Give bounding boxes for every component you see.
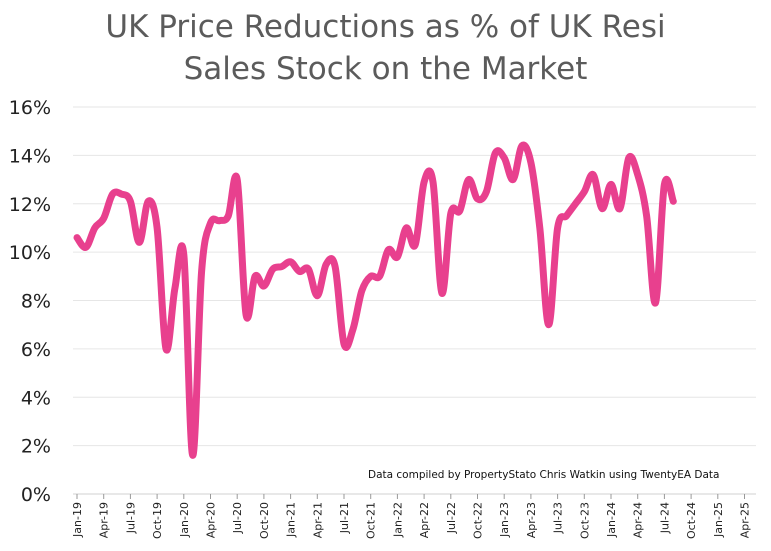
chart-title-line-1: UK Price Reductions as % of UK Resi bbox=[105, 9, 666, 45]
x-tick-label: Oct-22 bbox=[472, 502, 485, 539]
x-tick-label: Jan-19 bbox=[71, 502, 84, 538]
y-tick-label: 12% bbox=[9, 194, 51, 216]
x-tick-label: Apr-20 bbox=[205, 502, 218, 538]
x-tick-label: Oct-19 bbox=[151, 502, 164, 539]
x-tick-label: Apr-22 bbox=[418, 502, 431, 538]
x-tick-label: Jan-20 bbox=[178, 502, 191, 538]
x-tick-label: Jan-23 bbox=[498, 502, 511, 538]
chart-title: UK Price Reductions as % of UK Resi Sale… bbox=[0, 6, 771, 90]
x-tick-label: Oct-20 bbox=[258, 502, 271, 539]
y-tick-label: 16% bbox=[9, 97, 51, 119]
x-tick-label: Jan-22 bbox=[391, 502, 404, 538]
x-tick-label: Oct-23 bbox=[578, 502, 591, 539]
y-tick-label: 14% bbox=[9, 145, 51, 167]
x-tick-label: Jul-19 bbox=[124, 502, 137, 534]
x-tick-label: Jan-25 bbox=[712, 502, 725, 538]
x-tick-label: Jan-21 bbox=[285, 502, 298, 538]
x-tick-label: Apr-19 bbox=[98, 502, 111, 538]
x-tick-label: Apr-21 bbox=[311, 502, 324, 538]
y-tick-label: 8% bbox=[21, 291, 51, 313]
y-tick-label: 6% bbox=[21, 339, 51, 361]
data-source-note: Data compiled by PropertyStato Chris Wat… bbox=[368, 469, 719, 481]
x-tick-label: Jul-23 bbox=[552, 502, 565, 534]
x-tick-label: Oct-21 bbox=[365, 502, 378, 539]
chart-title-line-2: Sales Stock on the Market bbox=[183, 51, 588, 87]
x-tick-label: Jan-24 bbox=[605, 502, 618, 538]
y-tick-label: 2% bbox=[21, 436, 51, 458]
x-axis: Jan-19 Apr-19 Jul-19 Oct-19 Jan-20 Apr-20 Jul-… bbox=[71, 493, 756, 539]
y-axis: 0% 2% 4% 6% 8% 10% 12% 14% 16% bbox=[9, 97, 51, 506]
x-tick-label: Jul-20 bbox=[231, 502, 244, 534]
x-tick-label: Oct-24 bbox=[685, 502, 698, 539]
x-tick-label: Jul-22 bbox=[445, 502, 458, 534]
series-line bbox=[73, 141, 677, 459]
y-tick-label: 10% bbox=[9, 242, 51, 264]
x-tick-label: Jul-21 bbox=[338, 502, 351, 534]
x-tick-label: Apr-23 bbox=[525, 502, 538, 538]
y-tick-label: 4% bbox=[21, 387, 51, 409]
y-tick-label: 0% bbox=[21, 484, 51, 506]
x-tick-label: Apr-25 bbox=[739, 502, 752, 538]
x-tick-label: Apr-24 bbox=[632, 502, 645, 538]
x-tick-label: Jul-24 bbox=[658, 502, 671, 534]
